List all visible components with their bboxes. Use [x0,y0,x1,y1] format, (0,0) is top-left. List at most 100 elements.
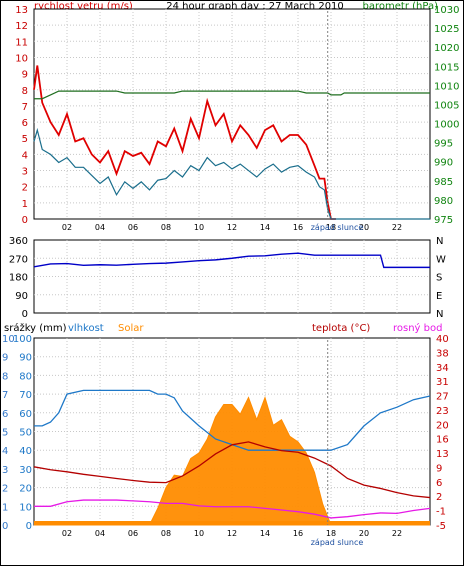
dir-left-tick: 90 [15,291,28,302]
legend-item: teplota (°C) [312,323,370,334]
hum-tick: 80 [19,371,32,382]
wind-left-tick: 2 [22,183,28,194]
rain-tick: 2 [2,484,8,495]
wind-left-tick: 4 [22,150,28,161]
wind-left-tick: 7 [22,102,28,113]
hum-tick: 0 [26,521,32,532]
hum-tick: 30 [19,465,32,476]
legend-item: vlhkost [68,323,104,334]
temp-tick: 34 [436,363,449,374]
wind-left-tick: 8 [22,86,28,97]
rain-tick: 0 [2,521,8,532]
hum-tick: 10 [19,502,32,513]
wind-left-tick: 10 [15,53,28,64]
wind-left-tick: 12 [15,21,28,32]
wind-left-tick: 11 [15,37,28,48]
temp-tick: 13 [436,449,449,460]
temp-tick: -1 [436,507,446,518]
weather-panel-x-tick: 18 [326,529,336,538]
rain-tick: 1 [2,502,8,513]
dir-compass-tick: S [436,273,442,284]
temp-tick: 2 [436,492,442,503]
dir-compass-tick: N [436,236,443,247]
rain-tick: 4 [2,446,8,457]
baro-axis-title: barometr (hPa) [363,1,439,12]
weather-panel-x-tick: 16 [293,529,303,538]
baro-right-tick: 980 [434,196,453,207]
temp-tick: 31 [436,377,449,388]
temp-tick: 9 [436,463,442,474]
chart-title: 24 hour graph day : 27 March 2010 [166,1,344,12]
temp-tick: 6 [436,478,442,489]
rain-tick: 7 [2,390,8,401]
temp-tick: 40 [436,334,449,345]
sunset-label-1: západ slunce [311,223,364,232]
hum-tick: 90 [19,353,32,364]
hum-tick: 50 [19,428,32,439]
wind-left-tick: 9 [22,70,28,81]
weather-panel-x-tick: 22 [392,529,402,538]
wind-panel-x-tick: 16 [293,223,303,232]
dir-left-tick: 360 [9,236,28,247]
solar-series [34,395,430,526]
dir-compass-tick: E [436,291,442,302]
temp-tick: 23 [436,406,449,417]
weather-panel-x-tick: 14 [260,529,270,538]
wind-left-tick: 1 [22,199,28,210]
baro-right-tick: 1005 [434,100,459,111]
wind-left-tick: 13 [15,5,28,16]
wind-panel-x-tick: 14 [260,223,270,232]
wind-panel-x-tick: 12 [227,223,237,232]
hum-tick: 20 [19,484,32,495]
wind-panel-x-tick: 08 [161,223,171,232]
weather-panel-x-tick: 06 [128,529,138,538]
hum-tick: 70 [19,390,32,401]
legend-item: rosný bod [393,322,442,334]
weather-panel-x-tick: 02 [62,529,72,538]
sunset-label-3: západ slunce [311,538,364,547]
baro-right-tick: 1025 [434,24,459,35]
wind-left-tick: 3 [22,167,28,178]
wind-panel-x-tick: 20 [359,223,369,232]
dir-compass-tick: N [436,309,443,320]
wind-axis-title: rychlost vetru (m/s) [34,1,133,12]
hum-tick: 40 [19,446,32,457]
wind-panel-x-tick: 22 [392,223,402,232]
temp-tick: 38 [436,348,449,359]
baro-right-tick: 1010 [434,81,459,92]
wind-panel-x-tick: 18 [326,223,336,232]
dir-left-tick: 180 [9,273,28,284]
rain-tick: 3 [2,465,8,476]
wind-panel-x-tick: 02 [62,223,72,232]
weather-panel-x-tick: 10 [194,529,204,538]
wind-series-gust [33,65,336,220]
weather-panel-x-tick: 12 [227,529,237,538]
temp-tick: 27 [436,392,449,403]
wind-panel-x-tick: 04 [95,223,105,232]
wind-left-tick: 6 [22,118,28,129]
legend-item: srážky (mm) [4,322,67,334]
rain-tick: 9 [2,353,8,364]
wind-left-tick: 5 [22,134,28,145]
temp-tick: 16 [436,435,449,446]
wind-series-avg [33,127,430,220]
dir-left-tick: 0 [22,309,28,320]
rain-tick: 10 [2,334,15,345]
weather-panel-x-tick: 08 [161,529,171,538]
weather-series-hum [34,389,431,451]
wind-panel-x-tick: 06 [128,223,138,232]
baro-right-tick: 990 [434,158,453,169]
wind-series-baro [34,90,430,100]
solar-baseline [34,521,430,525]
temp-tick: -5 [436,521,446,532]
weather-series-temp [33,441,431,499]
dir-left-tick: 270 [9,254,28,265]
wind-left-tick: 0 [22,215,28,226]
hum-tick: 60 [19,409,32,420]
dir-series [33,252,430,269]
baro-right-tick: 1000 [434,120,459,131]
weather-panel-x-tick: 04 [95,529,105,538]
weather-panel-x-tick: 20 [359,529,369,538]
